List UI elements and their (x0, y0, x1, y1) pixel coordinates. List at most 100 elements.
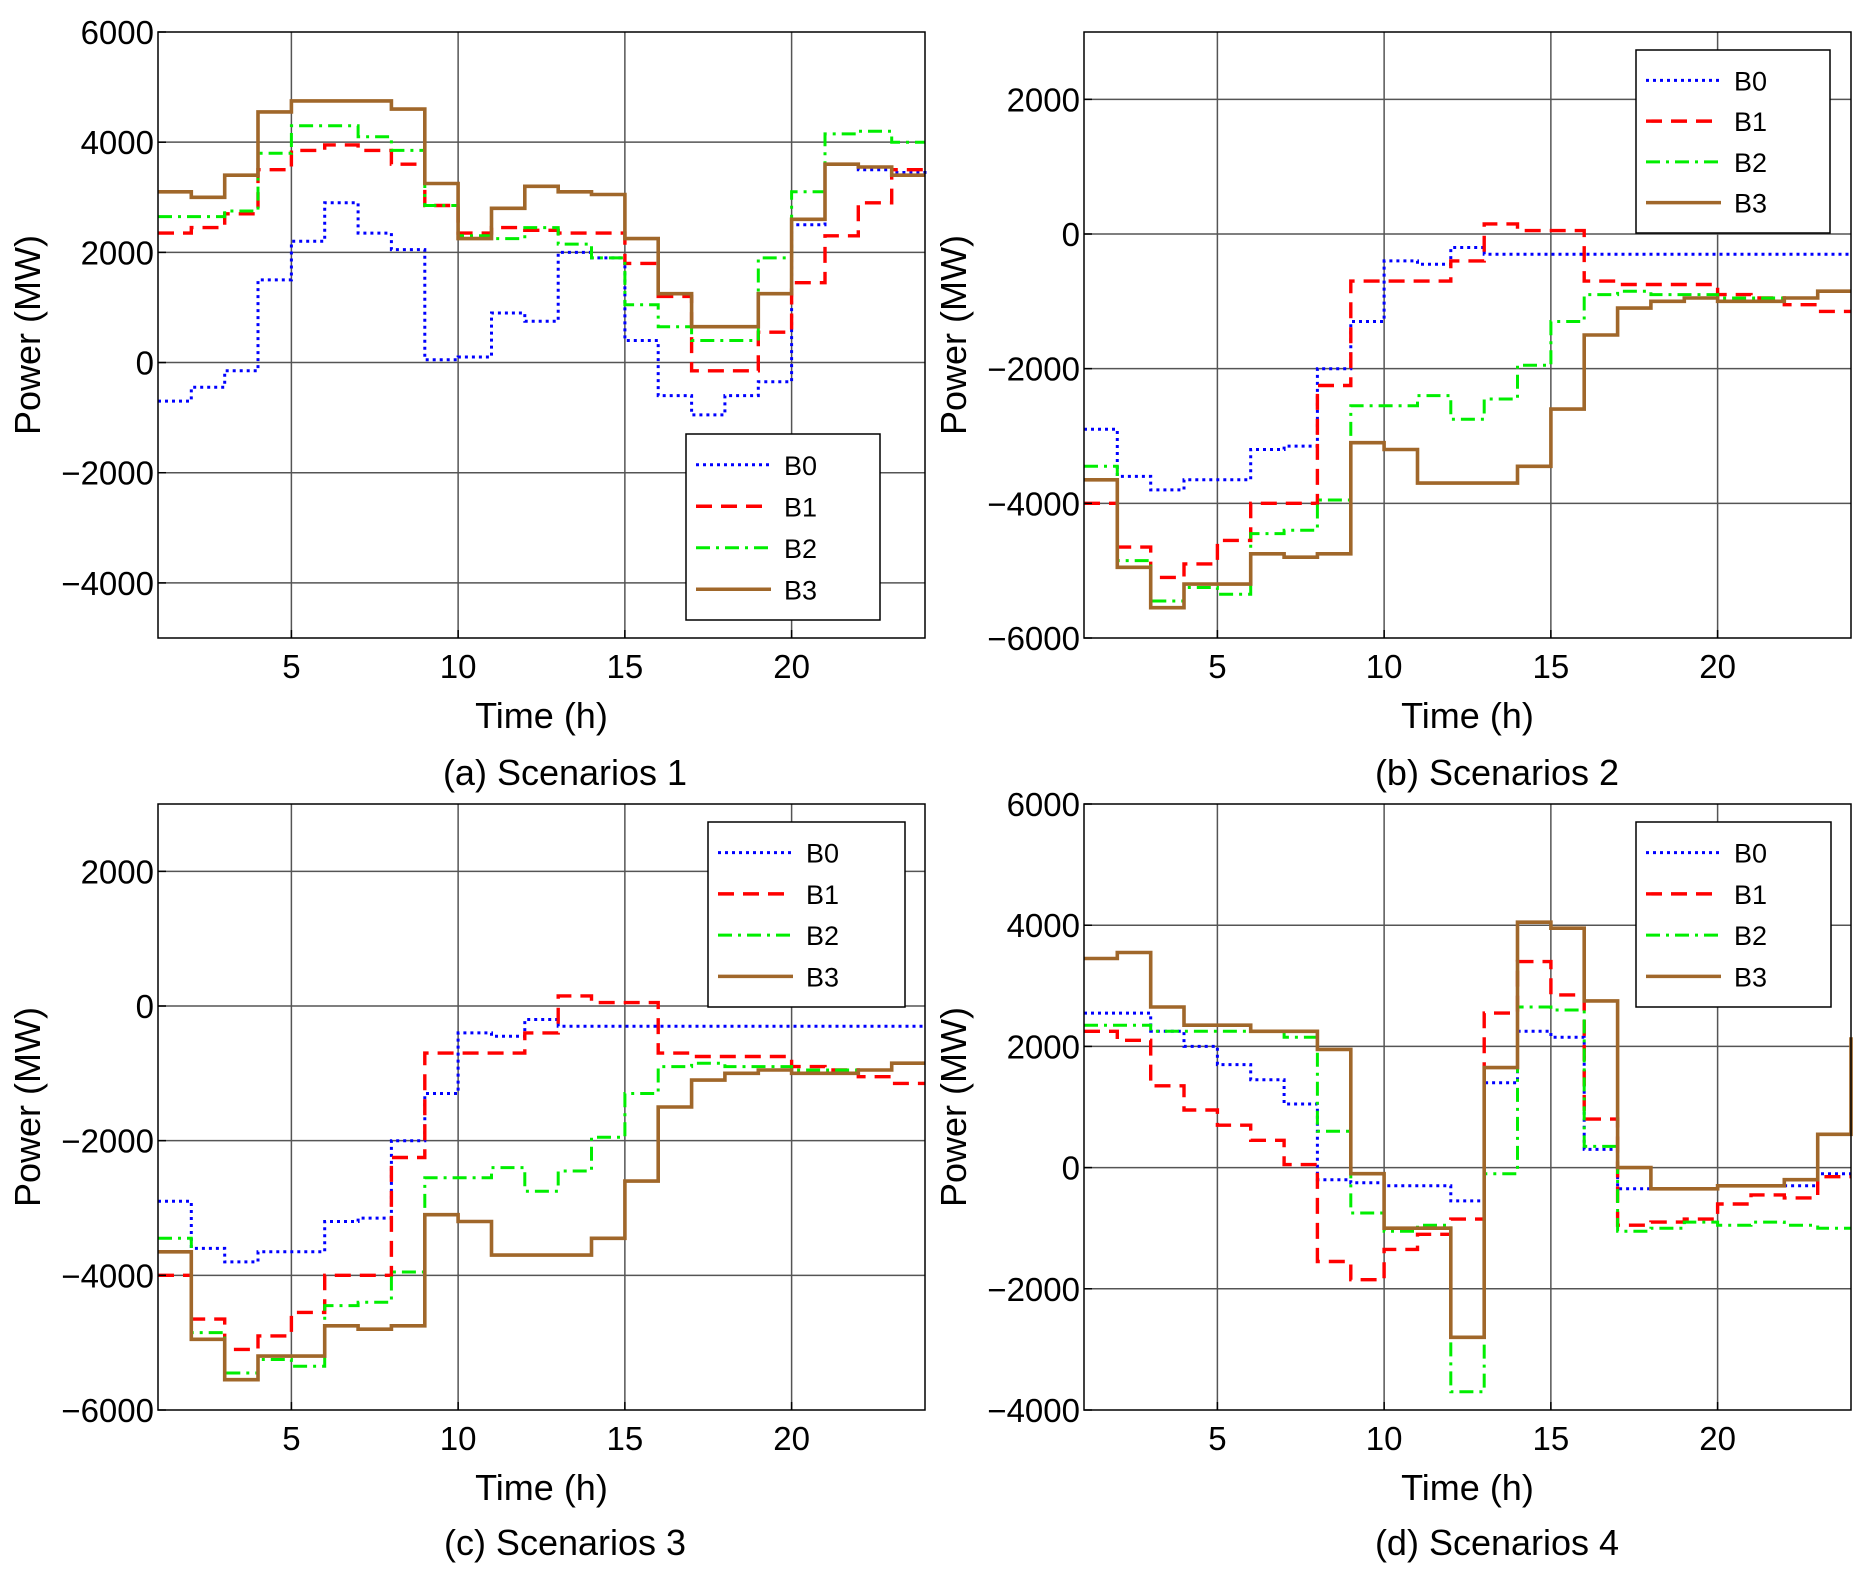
panel-c: 5 10 15 20 −6000 −4000 −2000 0 2000 Time (h) Power… (0, 772, 934, 1572)
legend-box (685, 433, 881, 621)
series-group (158, 99, 927, 417)
x-axis-label: Time (h) (1401, 1467, 1534, 1508)
x-tick-label: 15 (1533, 1420, 1570, 1457)
y-tick-label: 2000 (81, 234, 154, 271)
x-tick-label: 20 (1699, 1420, 1736, 1457)
y-axis-label: Power (MW) (7, 235, 48, 435)
axes-frame (1083, 803, 1852, 1411)
y-tick-label: 0 (136, 988, 154, 1025)
x-axis-label: Time (h) (1401, 695, 1534, 736)
y-tick-label: −4000 (987, 485, 1080, 522)
x-tick-label: 20 (773, 648, 810, 685)
legend-label-b3: B3 (1734, 962, 1767, 992)
x-tick-label: 5 (282, 648, 300, 685)
x-tick-label: 15 (1533, 648, 1570, 685)
legend-label-b3: B3 (784, 575, 817, 605)
legend-label-b0: B0 (1734, 66, 1767, 96)
series-line-b0 (158, 1018, 925, 1264)
legend-label-b2: B2 (1734, 148, 1767, 178)
legend-label-b2: B2 (1734, 921, 1767, 951)
y-axis-label: Power (MW) (933, 1007, 974, 1207)
x-tick-label: 5 (1208, 1420, 1226, 1457)
series-line-b1 (1084, 959, 1851, 1282)
ticks: 5 10 15 20 −6000 −4000 −2000 0 2000 (61, 853, 810, 1457)
y-tick-label: 2000 (1007, 81, 1080, 118)
x-axis-label: Time (h) (475, 1467, 608, 1508)
y-tick-label: −2000 (61, 455, 154, 492)
ticks: 5 10 15 20 −4000 −2000 0 2000 4000 6000 (987, 786, 1736, 1457)
series-line-b1 (1084, 222, 1851, 580)
x-tick-label: 5 (1208, 648, 1226, 685)
legend-label-b1: B1 (784, 492, 817, 522)
legend-label-b0: B0 (784, 451, 817, 481)
legend-label-b2: B2 (784, 534, 817, 564)
ticks: 5 10 15 20 −4000 −2000 0 2000 4000 6000 (61, 14, 810, 685)
ticks: 5 10 15 20 −6000 −4000 −2000 0 2000 (987, 81, 1736, 685)
series-group (158, 994, 925, 1382)
x-tick-label: 15 (607, 648, 644, 685)
y-tick-label: −6000 (61, 1392, 154, 1429)
series-line-b0 (1084, 1011, 1851, 1203)
x-tick-label: 10 (1366, 648, 1403, 685)
panel-b: 5 10 15 20 −6000 −4000 −2000 0 2000 Time (h) Power… (926, 0, 1860, 793)
caption-b: (b) Scenarios 2 (1374, 752, 1620, 793)
axes-frame (157, 31, 926, 639)
legend-label-b0: B0 (1734, 839, 1767, 869)
chart-scenarios-1: 5 10 15 20 −4000 −2000 0 2000 4000 6000 Time (h) Po… (7, 14, 927, 736)
y-tick-label: 0 (1062, 1150, 1080, 1187)
legend-label-b3: B3 (1734, 189, 1767, 219)
y-tick-label: 0 (1062, 216, 1080, 253)
series-line-b2 (158, 124, 925, 342)
y-axis-label: Power (MW) (7, 1007, 48, 1207)
series-line-b3 (158, 99, 925, 329)
series-line-b0 (1084, 246, 1851, 492)
x-axis-label: Time (h) (475, 695, 608, 736)
x-tick-label: 20 (1699, 648, 1736, 685)
panel-d: 5 10 15 20 −4000 −2000 0 2000 4000 6000 Time (h) Po… (926, 772, 1860, 1572)
chart-scenarios-2: 5 10 15 20 −6000 −4000 −2000 0 2000 Time (h) Power… (933, 31, 1852, 736)
series-line-b3 (1084, 289, 1851, 610)
y-tick-label: 0 (136, 345, 154, 382)
series-line-b3 (158, 1061, 925, 1382)
legend-label-b3: B3 (806, 962, 839, 992)
legend-label-b0: B0 (806, 839, 839, 869)
y-tick-label: −4000 (61, 565, 154, 602)
x-tick-label: 15 (607, 1420, 644, 1457)
legend-label-b1: B1 (806, 880, 839, 910)
y-tick-label: −6000 (987, 620, 1080, 657)
legend-box (1635, 49, 1831, 234)
y-tick-label: 6000 (81, 14, 154, 51)
y-tick-label: 4000 (81, 124, 154, 161)
caption-d: (d) Scenarios 4 (1374, 1522, 1620, 1563)
legend-label-b2: B2 (806, 921, 839, 951)
y-tick-label: 4000 (1007, 907, 1080, 944)
chart-scenarios-4: 5 10 15 20 −4000 −2000 0 2000 4000 6000 Time (h) Po… (933, 786, 1853, 1508)
series-line-b2 (1084, 289, 1851, 603)
legend: B0 B1 B2 B3 (707, 821, 906, 1008)
legend-label-b1: B1 (1734, 880, 1767, 910)
y-axis-label: Power (MW) (933, 235, 974, 435)
y-tick-label: −2000 (61, 1123, 154, 1160)
x-tick-label: 5 (282, 1420, 300, 1457)
y-tick-label: −4000 (987, 1392, 1080, 1429)
y-tick-label: 2000 (81, 853, 154, 890)
legend: B0 B1 B2 B3 (1635, 821, 1832, 1008)
panel-a: 5 10 15 20 −4000 −2000 0 2000 4000 6000 Time (h) Po… (0, 0, 934, 793)
series-group (1084, 920, 1853, 1394)
series-line-b2 (158, 1061, 925, 1375)
y-tick-label: −2000 (987, 351, 1080, 388)
series-line-b1 (158, 994, 925, 1352)
grid (158, 804, 925, 1410)
axes-frame (157, 803, 926, 1411)
series-line-b0 (158, 162, 927, 417)
series-group (1084, 222, 1851, 610)
legend: B0 B1 B2 B3 (685, 433, 881, 621)
x-tick-label: 10 (1366, 1420, 1403, 1457)
axes-frame (1083, 31, 1852, 639)
series-line-b3 (1084, 920, 1853, 1340)
chart-scenarios-3: 5 10 15 20 −6000 −4000 −2000 0 2000 Time (h) Power… (7, 803, 926, 1508)
x-tick-label: 20 (773, 1420, 810, 1457)
y-tick-label: 2000 (1007, 1028, 1080, 1065)
x-tick-label: 10 (440, 648, 477, 685)
